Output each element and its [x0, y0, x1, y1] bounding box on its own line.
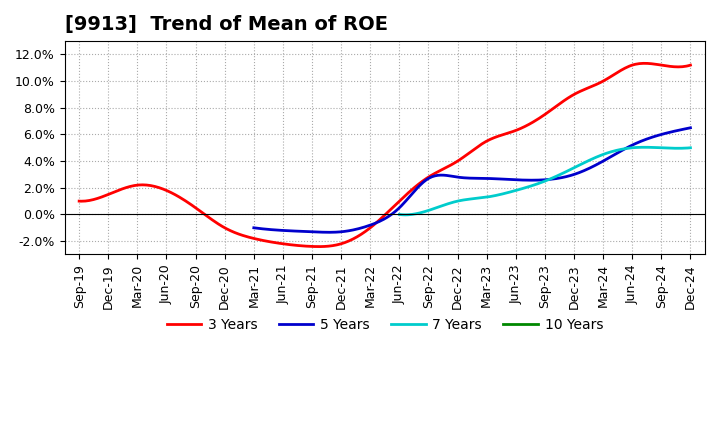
7 Years — [686, 145, 695, 150]
7 Years — [568, 166, 577, 171]
5 Years — [518, 177, 527, 183]
3 Years — [77, 198, 86, 204]
3 Years — [75, 198, 84, 204]
7 Years — [642, 145, 651, 150]
5 Years — [619, 147, 628, 152]
7 Years — [401, 212, 410, 217]
5 Years — [250, 225, 258, 231]
3 Years — [441, 165, 449, 171]
7 Years — [661, 145, 670, 150]
7 Years — [570, 165, 578, 171]
3 Years — [641, 61, 649, 66]
Line: 3 Years: 3 Years — [79, 63, 690, 246]
5 Years — [251, 225, 260, 231]
5 Years — [511, 177, 520, 183]
7 Years — [574, 163, 582, 168]
7 Years — [396, 212, 405, 217]
5 Years — [325, 230, 334, 235]
Line: 7 Years: 7 Years — [400, 147, 690, 215]
Text: [9913]  Trend of Mean of ROE: [9913] Trend of Mean of ROE — [65, 15, 387, 34]
5 Years — [686, 125, 695, 130]
3 Years — [314, 244, 323, 249]
Legend: 3 Years, 5 Years, 7 Years, 10 Years: 3 Years, 5 Years, 7 Years, 10 Years — [161, 312, 608, 337]
7 Years — [395, 212, 404, 217]
3 Years — [438, 166, 447, 172]
Line: 5 Years: 5 Years — [254, 128, 690, 232]
3 Years — [451, 160, 459, 165]
3 Years — [686, 62, 695, 68]
3 Years — [631, 62, 639, 67]
7 Years — [640, 145, 649, 150]
5 Years — [647, 135, 655, 140]
5 Years — [510, 177, 518, 182]
3 Years — [592, 82, 600, 87]
